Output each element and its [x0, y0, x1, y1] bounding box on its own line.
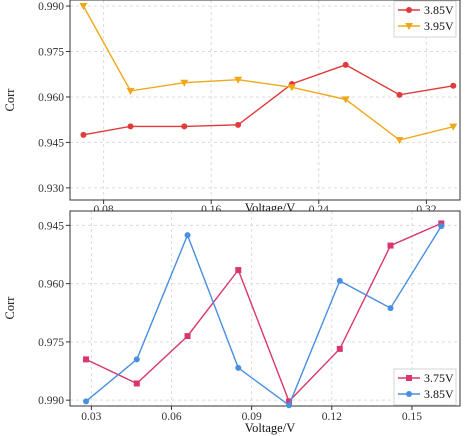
data-point	[79, 3, 88, 11]
y-tick-label: 0.975	[38, 337, 64, 349]
data-point	[181, 123, 188, 130]
legend-label: 3.95V	[424, 19, 454, 33]
data-point	[341, 96, 350, 104]
data-point	[83, 398, 90, 405]
data-point	[235, 267, 242, 274]
data-point	[127, 123, 134, 130]
series-3-85v	[80, 61, 457, 138]
legend: 3.75V 3.85V	[393, 368, 457, 406]
series-line	[82, 5, 454, 141]
legend-marker	[405, 23, 413, 30]
axes-frame	[69, 210, 461, 407]
y-tick-label: 0.945	[38, 137, 64, 149]
data-point	[449, 123, 458, 131]
data-point	[234, 76, 243, 84]
data-point	[133, 380, 140, 387]
data-point	[286, 398, 293, 405]
y-tick-label: 0.930	[38, 183, 64, 195]
series-line	[85, 225, 442, 407]
x-tick-label: 0.06	[161, 411, 181, 423]
data-point	[287, 84, 296, 92]
legend-box	[393, 0, 457, 38]
data-point	[126, 87, 135, 95]
x-tick-label: 0.12	[322, 411, 342, 423]
y-tick-label: 0.945	[38, 220, 64, 232]
data-point	[180, 79, 189, 87]
data-point	[184, 333, 191, 340]
x-tick-label: 0.09	[242, 411, 262, 423]
data-point	[336, 277, 343, 284]
data-point	[80, 131, 87, 138]
y-tick-label: 0.960	[38, 279, 64, 291]
legend-box	[393, 368, 457, 406]
legend-marker	[406, 391, 412, 397]
data-point	[133, 356, 140, 363]
data-point	[438, 223, 445, 230]
legend: 3.85V 3.95V	[393, 0, 457, 38]
data-point	[286, 402, 293, 409]
data-point	[235, 121, 242, 128]
data-point	[387, 305, 394, 312]
data-point	[184, 232, 191, 239]
data-point	[387, 242, 394, 249]
series-line	[83, 64, 454, 136]
data-point	[395, 137, 404, 144]
series-3-95v	[79, 3, 458, 144]
series-3-85v	[83, 223, 445, 409]
axes-frame	[69, 0, 461, 201]
chart-panel-1: 0.08 0.16 0.24 0.320.9300.9450.9600.9750.99…	[3, 0, 461, 216]
data-point	[450, 82, 457, 89]
y-tick-label: 0.990	[38, 1, 64, 13]
series-line	[85, 222, 442, 403]
x-axis-label: Voltage/V	[245, 421, 295, 435]
chart-panel-2: 0.03 0.06 0.09 0.12 0.15 0.945 0.960 0.975 0.990…	[3, 210, 461, 435]
legend-marker	[406, 7, 412, 13]
legend-label: 3.85V	[424, 3, 454, 17]
y-axis-label: Corr	[3, 88, 17, 112]
x-tick-label: 0.15	[402, 411, 422, 423]
y-axis-label: Corr	[3, 296, 17, 320]
data-point	[396, 91, 403, 98]
y-tick-label: 0.975	[38, 47, 64, 59]
legend-label: 3.75V	[424, 371, 454, 385]
legend-label: 3.85V	[424, 387, 454, 401]
data-point	[235, 364, 242, 371]
legend-marker	[406, 375, 412, 381]
y-tick-label: 0.990	[38, 395, 64, 407]
data-point	[342, 61, 349, 68]
y-tick-label: 0.960	[38, 92, 64, 104]
data-point	[336, 345, 343, 352]
data-point	[83, 356, 90, 363]
x-tick-label: 0.03	[81, 411, 101, 423]
